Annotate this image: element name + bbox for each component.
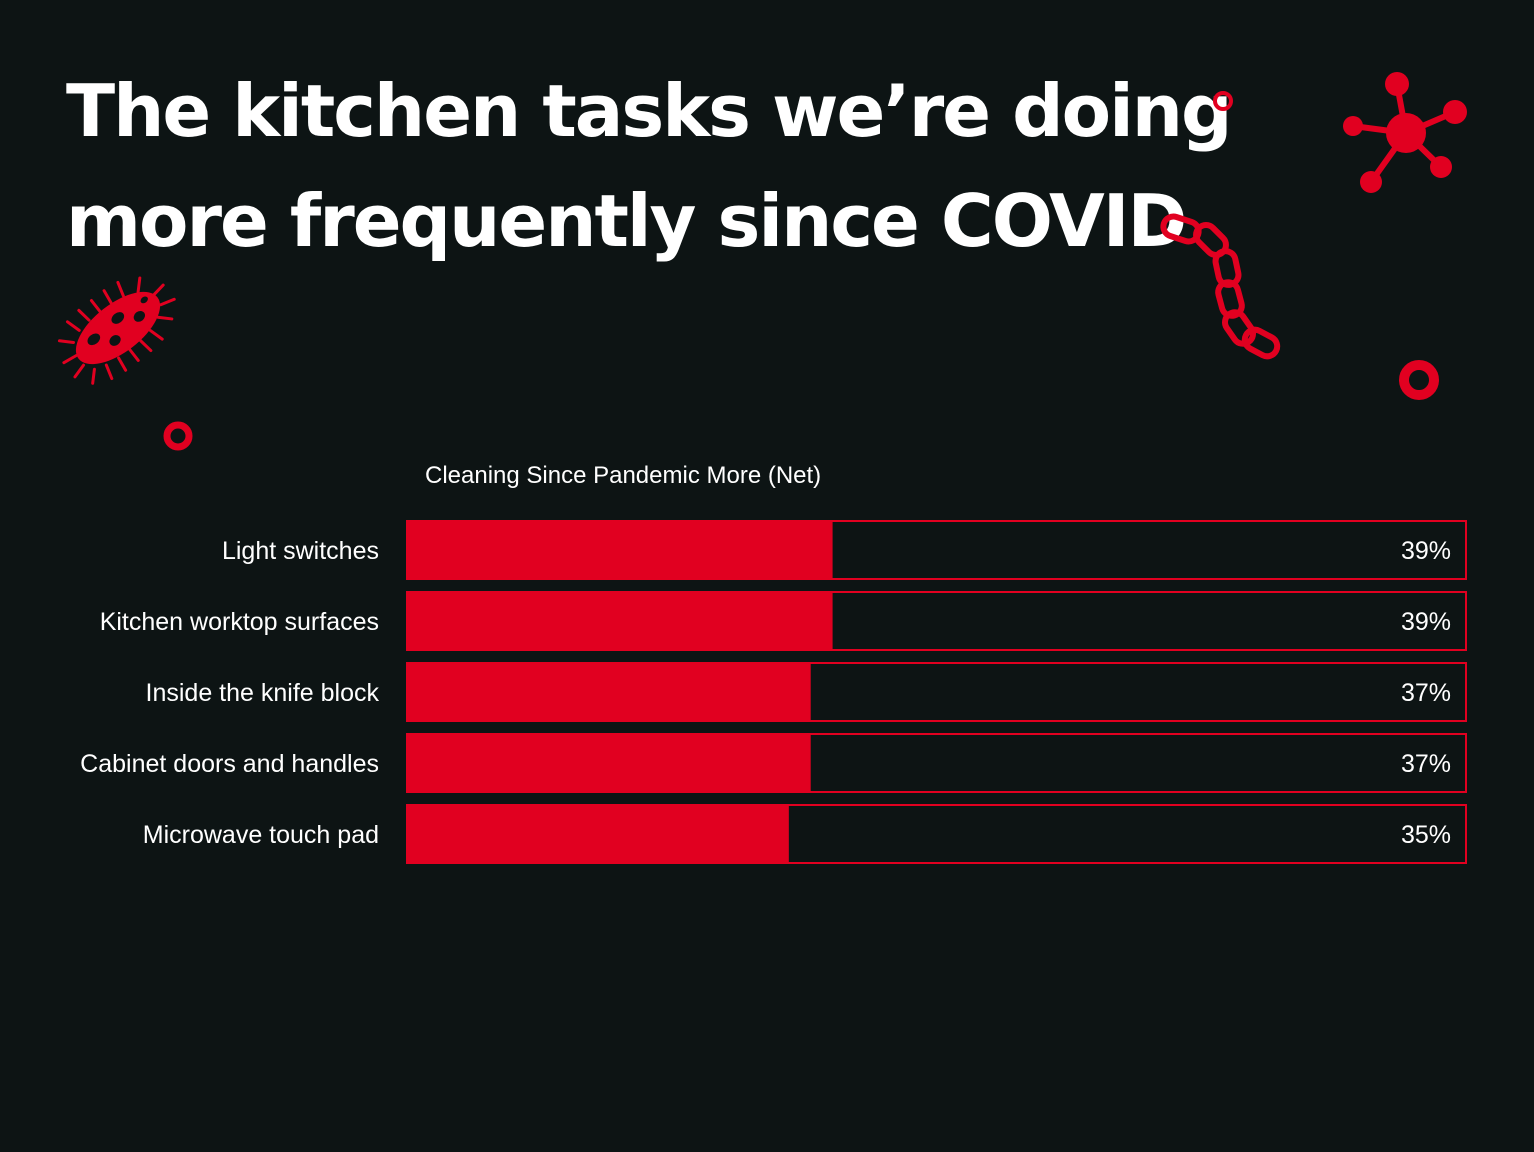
bar <box>406 591 833 651</box>
category-label: Microwave touch pad <box>143 821 379 849</box>
bar <box>406 662 811 722</box>
category-label: Light switches <box>222 537 379 565</box>
bar-row: Microwave touch pad 35% <box>143 804 1467 864</box>
page-title: The kitchen tasks we’re doing more frequ… <box>66 56 1233 276</box>
value-label: 37% <box>1401 750 1451 778</box>
title-line-2: more frequently since COVID <box>66 179 1187 263</box>
bar-row: Light switches 39% <box>222 520 1467 580</box>
category-label: Kitchen worktop surfaces <box>100 608 379 636</box>
bar <box>406 733 811 793</box>
bar-row: Inside the knife block 37% <box>146 662 1467 722</box>
value-label: 39% <box>1401 537 1451 565</box>
title-line-1: The kitchen tasks we’re doing <box>66 69 1233 153</box>
category-label: Cabinet doors and handles <box>80 750 379 778</box>
bar-row: Kitchen worktop surfaces 39% <box>100 591 1467 651</box>
bar <box>406 520 833 580</box>
bar-row: Cabinet doors and handles 37% <box>80 733 1467 793</box>
category-label: Inside the knife block <box>146 679 380 707</box>
bar <box>406 804 789 864</box>
value-label: 35% <box>1401 821 1451 849</box>
chart-title: Cleaning Since Pandemic More (Net) <box>425 462 822 489</box>
value-label: 37% <box>1401 679 1451 707</box>
value-label: 39% <box>1401 608 1451 636</box>
